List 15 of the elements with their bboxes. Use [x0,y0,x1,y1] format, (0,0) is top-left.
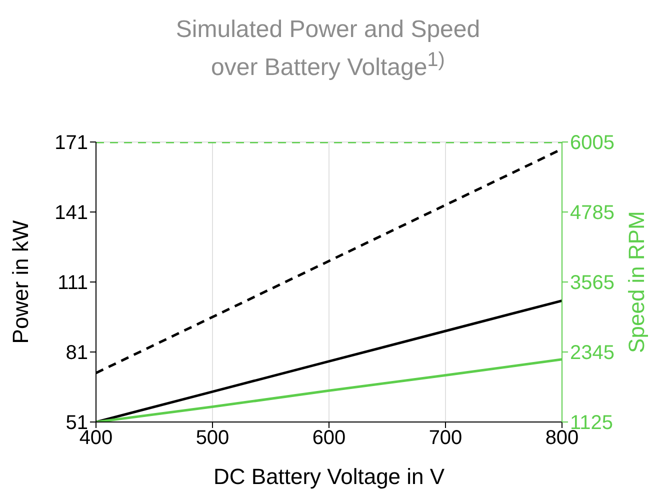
y-tick-label: 111 [58,272,88,294]
y-tick-label: 171 [54,132,88,154]
y-tick-label: 81 [66,342,88,364]
y2-tick-label: 4785 [570,202,614,224]
x-tick-label: 600 [312,427,346,450]
chart-title: Simulated Power and Speed over Battery Voltage$^{1)}$ [174,15,482,83]
y2-axis-title: Speed in RPM [624,211,649,353]
y-axis-title: Power in kW [8,220,33,344]
y-tick-label: 141 [54,202,88,224]
x-axis-title: DC Battery Voltage in V [213,464,445,489]
y2-tick-label: 3565 [570,272,614,294]
y2-tick-label: 6005 [570,132,614,154]
x-tick-label: 500 [196,427,230,450]
y2-tick-label: 2345 [570,342,614,364]
x-tick-label: 700 [428,427,462,450]
